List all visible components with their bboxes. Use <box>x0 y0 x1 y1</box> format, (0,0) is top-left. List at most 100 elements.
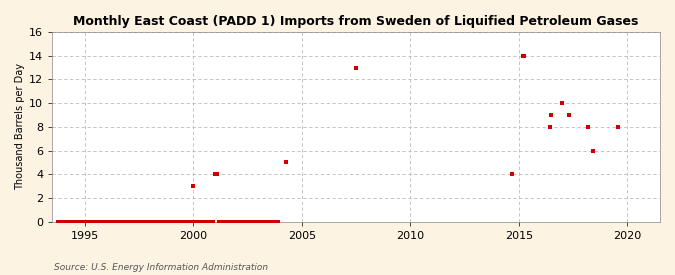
Point <box>195 219 206 224</box>
Point <box>244 219 254 224</box>
Point <box>123 219 134 224</box>
Point <box>70 219 81 224</box>
Point <box>76 219 86 224</box>
Point <box>248 219 259 224</box>
Point <box>150 219 161 224</box>
Point <box>168 219 179 224</box>
Point <box>107 219 117 224</box>
Point <box>130 219 141 224</box>
Point <box>237 219 248 224</box>
Point <box>192 219 202 224</box>
Point <box>280 160 291 165</box>
Point <box>117 219 128 224</box>
Point <box>221 219 232 224</box>
Point <box>269 219 280 224</box>
Point <box>213 219 224 224</box>
Point <box>58 219 69 224</box>
Point <box>134 219 144 224</box>
Point <box>56 219 67 224</box>
Point <box>125 219 136 224</box>
Point <box>255 219 266 224</box>
Point <box>217 219 227 224</box>
Point <box>105 219 115 224</box>
Point <box>63 219 74 224</box>
Point <box>114 219 125 224</box>
Point <box>157 219 168 224</box>
Point <box>249 219 260 224</box>
Point <box>176 219 186 224</box>
Point <box>88 219 99 224</box>
Point <box>206 219 217 224</box>
Point <box>173 219 184 224</box>
Point <box>119 219 130 224</box>
Point <box>115 219 126 224</box>
Point <box>222 219 233 224</box>
Point <box>96 219 107 224</box>
Point <box>544 125 555 129</box>
Point <box>230 219 240 224</box>
Point <box>268 219 279 224</box>
Point <box>152 219 163 224</box>
Point <box>161 219 171 224</box>
Point <box>197 219 208 224</box>
Point <box>613 125 624 129</box>
Y-axis label: Thousand Barrels per Day: Thousand Barrels per Day <box>15 63 25 190</box>
Point <box>85 219 96 224</box>
Point <box>67 219 78 224</box>
Point <box>81 219 92 224</box>
Point <box>139 219 150 224</box>
Point <box>90 219 101 224</box>
Point <box>101 219 112 224</box>
Point <box>266 219 277 224</box>
Point <box>232 219 242 224</box>
Point <box>202 219 213 224</box>
Point <box>74 219 85 224</box>
Point <box>166 219 177 224</box>
Point <box>251 219 262 224</box>
Point <box>128 219 139 224</box>
Point <box>194 219 205 224</box>
Point <box>110 219 121 224</box>
Point <box>517 53 528 58</box>
Point <box>170 219 181 224</box>
Point <box>148 219 159 224</box>
Point <box>224 219 235 224</box>
Point <box>103 219 113 224</box>
Point <box>109 219 119 224</box>
Point <box>588 148 599 153</box>
Point <box>246 219 256 224</box>
Point <box>208 219 219 224</box>
Point <box>136 219 146 224</box>
Point <box>65 219 76 224</box>
Point <box>59 219 70 224</box>
Point <box>72 219 83 224</box>
Point <box>186 219 197 224</box>
Point <box>233 219 244 224</box>
Point <box>264 219 275 224</box>
Point <box>171 219 182 224</box>
Point <box>78 219 88 224</box>
Point <box>227 219 238 224</box>
Point <box>519 53 530 58</box>
Point <box>261 219 271 224</box>
Point <box>262 219 273 224</box>
Point <box>80 219 90 224</box>
Point <box>205 219 215 224</box>
Title: Monthly East Coast (PADD 1) Imports from Sweden of Liquified Petroleum Gases: Monthly East Coast (PADD 1) Imports from… <box>74 15 639 28</box>
Point <box>226 219 237 224</box>
Point <box>97 219 108 224</box>
Point <box>138 219 148 224</box>
Point <box>199 219 210 224</box>
Point <box>188 184 199 188</box>
Point <box>179 219 190 224</box>
Point <box>132 219 143 224</box>
Point <box>177 219 188 224</box>
Point <box>215 219 226 224</box>
Point <box>61 219 72 224</box>
Point <box>155 219 166 224</box>
Point <box>127 219 138 224</box>
Point <box>238 219 249 224</box>
Point <box>154 219 165 224</box>
Point <box>112 219 123 224</box>
Point <box>210 172 221 177</box>
